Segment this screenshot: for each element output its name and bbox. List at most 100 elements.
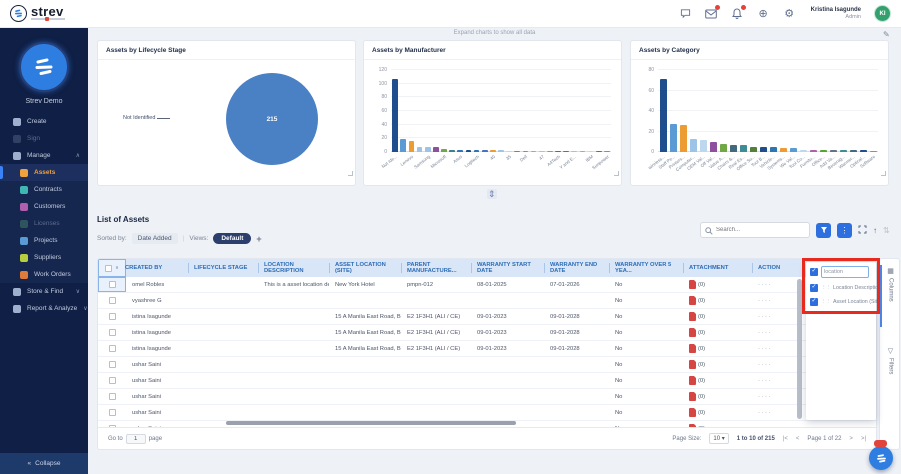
sidebar-item-work-orders[interactable]: Work Orders (0, 266, 88, 283)
row-checkbox[interactable] (108, 345, 116, 352)
bell-icon[interactable] (731, 5, 746, 20)
table-row[interactable]: vyashree G No (0) ···· (98, 293, 876, 309)
table-row[interactable]: ushar Saini No (0) ···· (98, 373, 876, 389)
resize-handle[interactable] (348, 171, 353, 176)
gear-icon[interactable]: ⚙ (784, 8, 795, 20)
table-row[interactable]: ushar Saini No (0) ···· (98, 357, 876, 373)
row-actions-button[interactable]: ···· (758, 377, 772, 384)
last-page-button[interactable]: >| (860, 435, 866, 442)
table-row[interactable]: istina Isagunde 15 A Manila East Road, Br… (98, 341, 876, 357)
next-page-button[interactable]: > (849, 435, 853, 442)
sidebar-item-contracts[interactable]: Contracts (0, 181, 88, 198)
column-header-action[interactable]: ACTION (752, 259, 795, 277)
pie-slice-not-identified[interactable]: 215 (226, 73, 318, 165)
app-logo[interactable]: strev (10, 5, 65, 22)
row-checkbox[interactable] (108, 281, 116, 288)
sidebar-item-suppliers[interactable]: Suppliers (0, 249, 88, 266)
resize-handle[interactable] (614, 171, 619, 176)
sort-updown-icon[interactable]: ⇅ (883, 225, 890, 235)
sidebar-item-licenses[interactable]: Licenses (0, 215, 88, 232)
sidebar-item-projects[interactable]: Projects (0, 232, 88, 249)
search-input[interactable] (716, 223, 808, 237)
sidebar-item-create[interactable]: Create (0, 113, 88, 130)
row-actions-button[interactable]: ···· (758, 393, 772, 400)
prev-page-button[interactable]: < (795, 435, 800, 442)
expand-charts-hint[interactable]: Expand charts to show all data (453, 30, 536, 36)
select-all-columns-checkbox[interactable] (810, 267, 818, 276)
pdf-attachment-icon[interactable] (689, 344, 696, 353)
tab-columns[interactable]: ▦ Columns (880, 267, 901, 302)
row-checkbox[interactable] (108, 329, 116, 336)
select-all-checkbox[interactable] (105, 264, 113, 272)
row-checkbox[interactable] (108, 313, 116, 320)
row-actions-button[interactable]: ···· (758, 345, 772, 352)
view-chip-default[interactable]: Default (213, 233, 252, 244)
row-checkbox[interactable] (108, 409, 116, 416)
avatar[interactable]: KI (874, 5, 891, 22)
table-row[interactable]: omel Robles This is a asset location desc… (98, 277, 876, 293)
row-actions-button[interactable]: ···· (758, 281, 772, 288)
column-header-attachment[interactable]: ATTACHMENT (683, 259, 752, 277)
more-options-button[interactable]: ⋮ (837, 222, 852, 238)
sidebar-item-assets[interactable]: Assets (0, 164, 88, 181)
table-row[interactable]: ushar Saini No (0) ···· (98, 389, 876, 405)
row-actions-button[interactable]: ···· (758, 313, 772, 320)
add-view-button[interactable]: + (256, 233, 262, 244)
row-checkbox[interactable] (108, 297, 116, 304)
table-row[interactable]: ushar Saini No (0) ···· (98, 405, 876, 421)
row-actions-button[interactable]: ···· (758, 329, 772, 336)
column-checkbox[interactable] (810, 297, 818, 306)
fullscreen-icon[interactable] (858, 225, 867, 236)
sidebar-item-customers[interactable]: Customers (0, 198, 88, 215)
table-row[interactable]: istina Isagunde 15 A Manila East Road, Br… (98, 325, 876, 341)
column-header-asset_location[interactable]: ASSET LOCATION (SITE) (329, 259, 401, 277)
pdf-attachment-icon[interactable] (689, 296, 696, 305)
drag-handle-icon[interactable]: ⋮⋮ (821, 299, 831, 305)
export-up-icon[interactable]: ↑ (873, 225, 877, 235)
resize-handle[interactable] (881, 171, 886, 176)
goto-page-input[interactable] (125, 433, 146, 444)
column-header-warranty_over_5[interactable]: WARRANTY OVER 5 YEA... (609, 259, 683, 277)
expand-collapse-charts-icon[interactable]: ⇕ (487, 189, 497, 199)
pdf-attachment-icon[interactable] (689, 328, 696, 337)
pdf-attachment-icon[interactable] (689, 360, 696, 369)
chat-icon[interactable] (679, 7, 692, 20)
pdf-attachment-icon[interactable] (689, 376, 696, 385)
pdf-attachment-icon[interactable] (689, 408, 696, 417)
user-block[interactable]: Kristina Isagunde Admin (811, 7, 861, 21)
column-header-parent_manufacturer[interactable]: PARENT MANUFACTURE... (401, 259, 471, 277)
drag-handle-icon[interactable]: ⋮⋮ (821, 285, 831, 291)
collapse-button[interactable]: « Collapse (0, 453, 88, 474)
sidebar-item-manage[interactable]: Manage ∧ (0, 147, 88, 164)
row-checkbox[interactable] (108, 393, 116, 400)
column-header-location_description[interactable]: LOCATION DESCRIPTION (258, 259, 329, 277)
horizontal-scrollbar[interactable] (226, 421, 516, 425)
column-header-created_by[interactable]: CREATED BY (125, 259, 188, 277)
pdf-attachment-icon[interactable] (689, 280, 696, 289)
vertical-scrollbar[interactable] (797, 279, 802, 419)
column-header-warranty_end[interactable]: WARRANTY END DATE (544, 259, 609, 277)
sidebar-item-sign[interactable]: Sign (0, 130, 88, 147)
column-search-input[interactable] (821, 266, 869, 278)
sort-chip-date-added[interactable]: Date Added (131, 233, 178, 244)
sidebar-item-report-analyze[interactable]: Report & Analyze ∨ (0, 300, 88, 317)
tab-filters[interactable]: ▽ Filters (880, 347, 901, 374)
column-header-lifecycle_stage[interactable]: LIFECYCLE STAGE (188, 259, 258, 277)
row-actions-button[interactable]: ···· (758, 297, 772, 304)
edit-dashboard-icon[interactable]: ✎ (883, 30, 890, 39)
column-option[interactable]: ⋮⋮Location Description (810, 283, 881, 292)
column-checkbox[interactable] (810, 283, 818, 292)
help-fab-button[interactable] (869, 446, 893, 470)
column-header-warranty_start[interactable]: WARRANTY START DATE (471, 259, 544, 277)
row-actions-button[interactable]: ···· (758, 409, 772, 416)
pdf-attachment-icon[interactable] (689, 312, 696, 321)
row-actions-button[interactable]: ···· (758, 361, 772, 368)
target-plus-icon[interactable]: ⊕ (758, 8, 768, 20)
pdf-attachment-icon[interactable] (689, 392, 696, 401)
filter-button[interactable] (816, 222, 831, 238)
column-option[interactable]: ⋮⋮Asset Location (Site) (810, 297, 882, 306)
row-checkbox[interactable] (108, 377, 116, 384)
page-size-select[interactable]: 10 ▾ (709, 433, 729, 444)
first-page-button[interactable]: |< (782, 435, 788, 442)
mail-icon[interactable] (705, 5, 720, 20)
